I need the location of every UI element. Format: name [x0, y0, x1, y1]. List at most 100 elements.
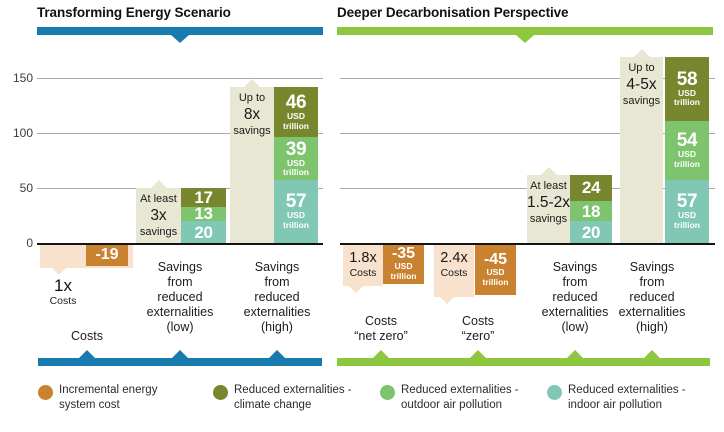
cost-multiplier-sub: Costs [49, 294, 77, 307]
cost-bar-value: -35 [391, 245, 416, 263]
axis-label-line: externalities [541, 305, 609, 319]
bar-segment-outdoor_air_pollution: 13 [181, 206, 226, 221]
bar-segment-climate_change: 17 [181, 188, 226, 207]
axis-label-line: Costs [462, 314, 494, 328]
legend-label-line: system cost [59, 398, 120, 411]
savings-callout-line: 3x [150, 207, 167, 225]
column-axis-label: Savings from reduced externalities (high) [227, 260, 327, 344]
savings-callout-line: savings [529, 213, 568, 226]
cost-multiplier: 1x Costs [33, 277, 93, 308]
bar-segment-outdoor_air_pollution: 39 USD trillion [274, 137, 318, 181]
bar-segment-indoor_air_pollution: 20 [181, 221, 226, 243]
segment-value: 24 [581, 178, 601, 198]
savings-callout-line: Up to [238, 91, 266, 104]
segment-unit: trillion [283, 167, 309, 178]
segment-value: 17 [194, 188, 213, 207]
header-bar [37, 27, 323, 35]
savings-callout-pointer-icon [150, 180, 167, 188]
savings-callout-line: At least [140, 193, 177, 205]
legend-label-line: Reduced externalities - [401, 384, 519, 396]
cost-bar-unit: USD [394, 261, 413, 272]
axis-label-line: Costs [71, 329, 103, 343]
axis-label-line: externalities [243, 305, 311, 319]
segment-unit: USD [287, 210, 305, 221]
column-axis-label: Savings from reduced externalities (low) [130, 260, 230, 344]
bar-segment-outdoor_air_pollution: 54 USD trillion [665, 120, 709, 181]
footer-pointer-icon [269, 350, 285, 358]
bar-segment-outdoor_air_pollution: 18 [570, 201, 612, 221]
savings-callout-box [620, 57, 663, 243]
axis-label-line: “zero” [461, 329, 495, 343]
zero-axis-line [37, 243, 323, 245]
footer-bar [38, 358, 322, 366]
savings-callout-line: savings [233, 125, 271, 138]
axis-label-line: reduced [157, 290, 203, 304]
axis-label-line: from [562, 275, 588, 289]
cost-bar-unit: trillion [390, 271, 417, 282]
column-axis-label: Costs “zero” [428, 260, 528, 344]
axis-label-line: Savings [629, 260, 675, 274]
cost-bar: -19 [86, 245, 128, 266]
cost-multiplier-sub: Costs [440, 266, 468, 279]
bar-segment-indoor_air_pollution: 57 USD trillion [274, 180, 318, 243]
cost-bar: -45 USD trillion [475, 245, 516, 295]
cost-bar-value: -45 [483, 250, 508, 268]
bar-segment-climate_change: 24 [570, 174, 612, 202]
grid-line [37, 78, 323, 79]
axis-label-line: from [639, 275, 665, 289]
legend-label-line: Reduced externalities - [568, 384, 686, 396]
segment-unit: USD [678, 149, 696, 160]
cost-callout-pointer-icon [347, 284, 364, 293]
segment-unit: USD [678, 210, 696, 221]
bar-segment-indoor_air_pollution: 20 [570, 221, 612, 243]
footer-pointer-icon [79, 350, 95, 358]
segment-value: 57 [285, 191, 307, 213]
axis-label-line: reduced [629, 290, 675, 304]
cost-callout-box [343, 245, 383, 286]
bar-segment-indoor_air_pollution: 57 USD trillion [665, 180, 709, 243]
segment-unit: USD [287, 157, 305, 168]
legend-label-line: Reduced externalities - [234, 384, 352, 396]
cost-bar: -35 USD trillion [383, 245, 424, 284]
axis-tick-label: 150 [12, 71, 33, 85]
axis-label-line: externalities [618, 305, 686, 319]
savings-callout-line: Up to [628, 62, 655, 75]
cost-bar-value: -19 [95, 246, 119, 264]
legend-swatch [380, 385, 395, 400]
savings-callout-box [230, 86, 274, 243]
savings-callout-pointer-icon [244, 78, 260, 87]
segment-unit: USD [678, 87, 696, 98]
legend-label-line: climate change [234, 398, 312, 411]
grid-line [340, 78, 715, 79]
legend-swatch [38, 385, 53, 400]
legend-label: Reduced externalities - climate change [234, 383, 352, 412]
axis-label-line: Costs [365, 314, 397, 328]
cost-callout-pointer-icon [438, 295, 455, 304]
grid-line [37, 133, 323, 134]
axis-label-line: reduced [254, 290, 300, 304]
segment-value: 54 [676, 130, 698, 152]
header-pointer-icon [516, 35, 534, 43]
savings-callout-line: At least [530, 179, 567, 192]
axis-label-line: reduced [552, 290, 598, 304]
axis-label-line: externalities [146, 305, 214, 319]
panel-title-left: Transforming Energy Scenario [37, 5, 231, 20]
bar-segment-climate_change: 46 USD trillion [274, 86, 318, 138]
segment-value: 13 [194, 206, 213, 221]
savings-callout-text: At least 3x savings [129, 193, 188, 240]
segment-unit: USD [287, 110, 305, 121]
axis-tick-label: 50 [19, 181, 33, 195]
column-axis-label: Savings from reduced externalities (low) [525, 260, 625, 344]
axis-label-line: (low) [166, 320, 194, 334]
footer-pointer-icon [470, 350, 486, 358]
axis-label-line: (high) [261, 320, 293, 334]
savings-callout-box [136, 188, 181, 243]
footer-pointer-icon [567, 350, 583, 358]
segment-value: 18 [581, 201, 601, 221]
segment-unit: trillion [674, 97, 700, 108]
cost-multiplier-value: 2.4x [440, 250, 468, 266]
segment-value: 39 [285, 138, 307, 160]
legend-label: Reduced externalities - indoor air pollut… [568, 383, 686, 412]
axis-label-line: from [264, 275, 290, 289]
zero-axis-line [340, 243, 715, 245]
